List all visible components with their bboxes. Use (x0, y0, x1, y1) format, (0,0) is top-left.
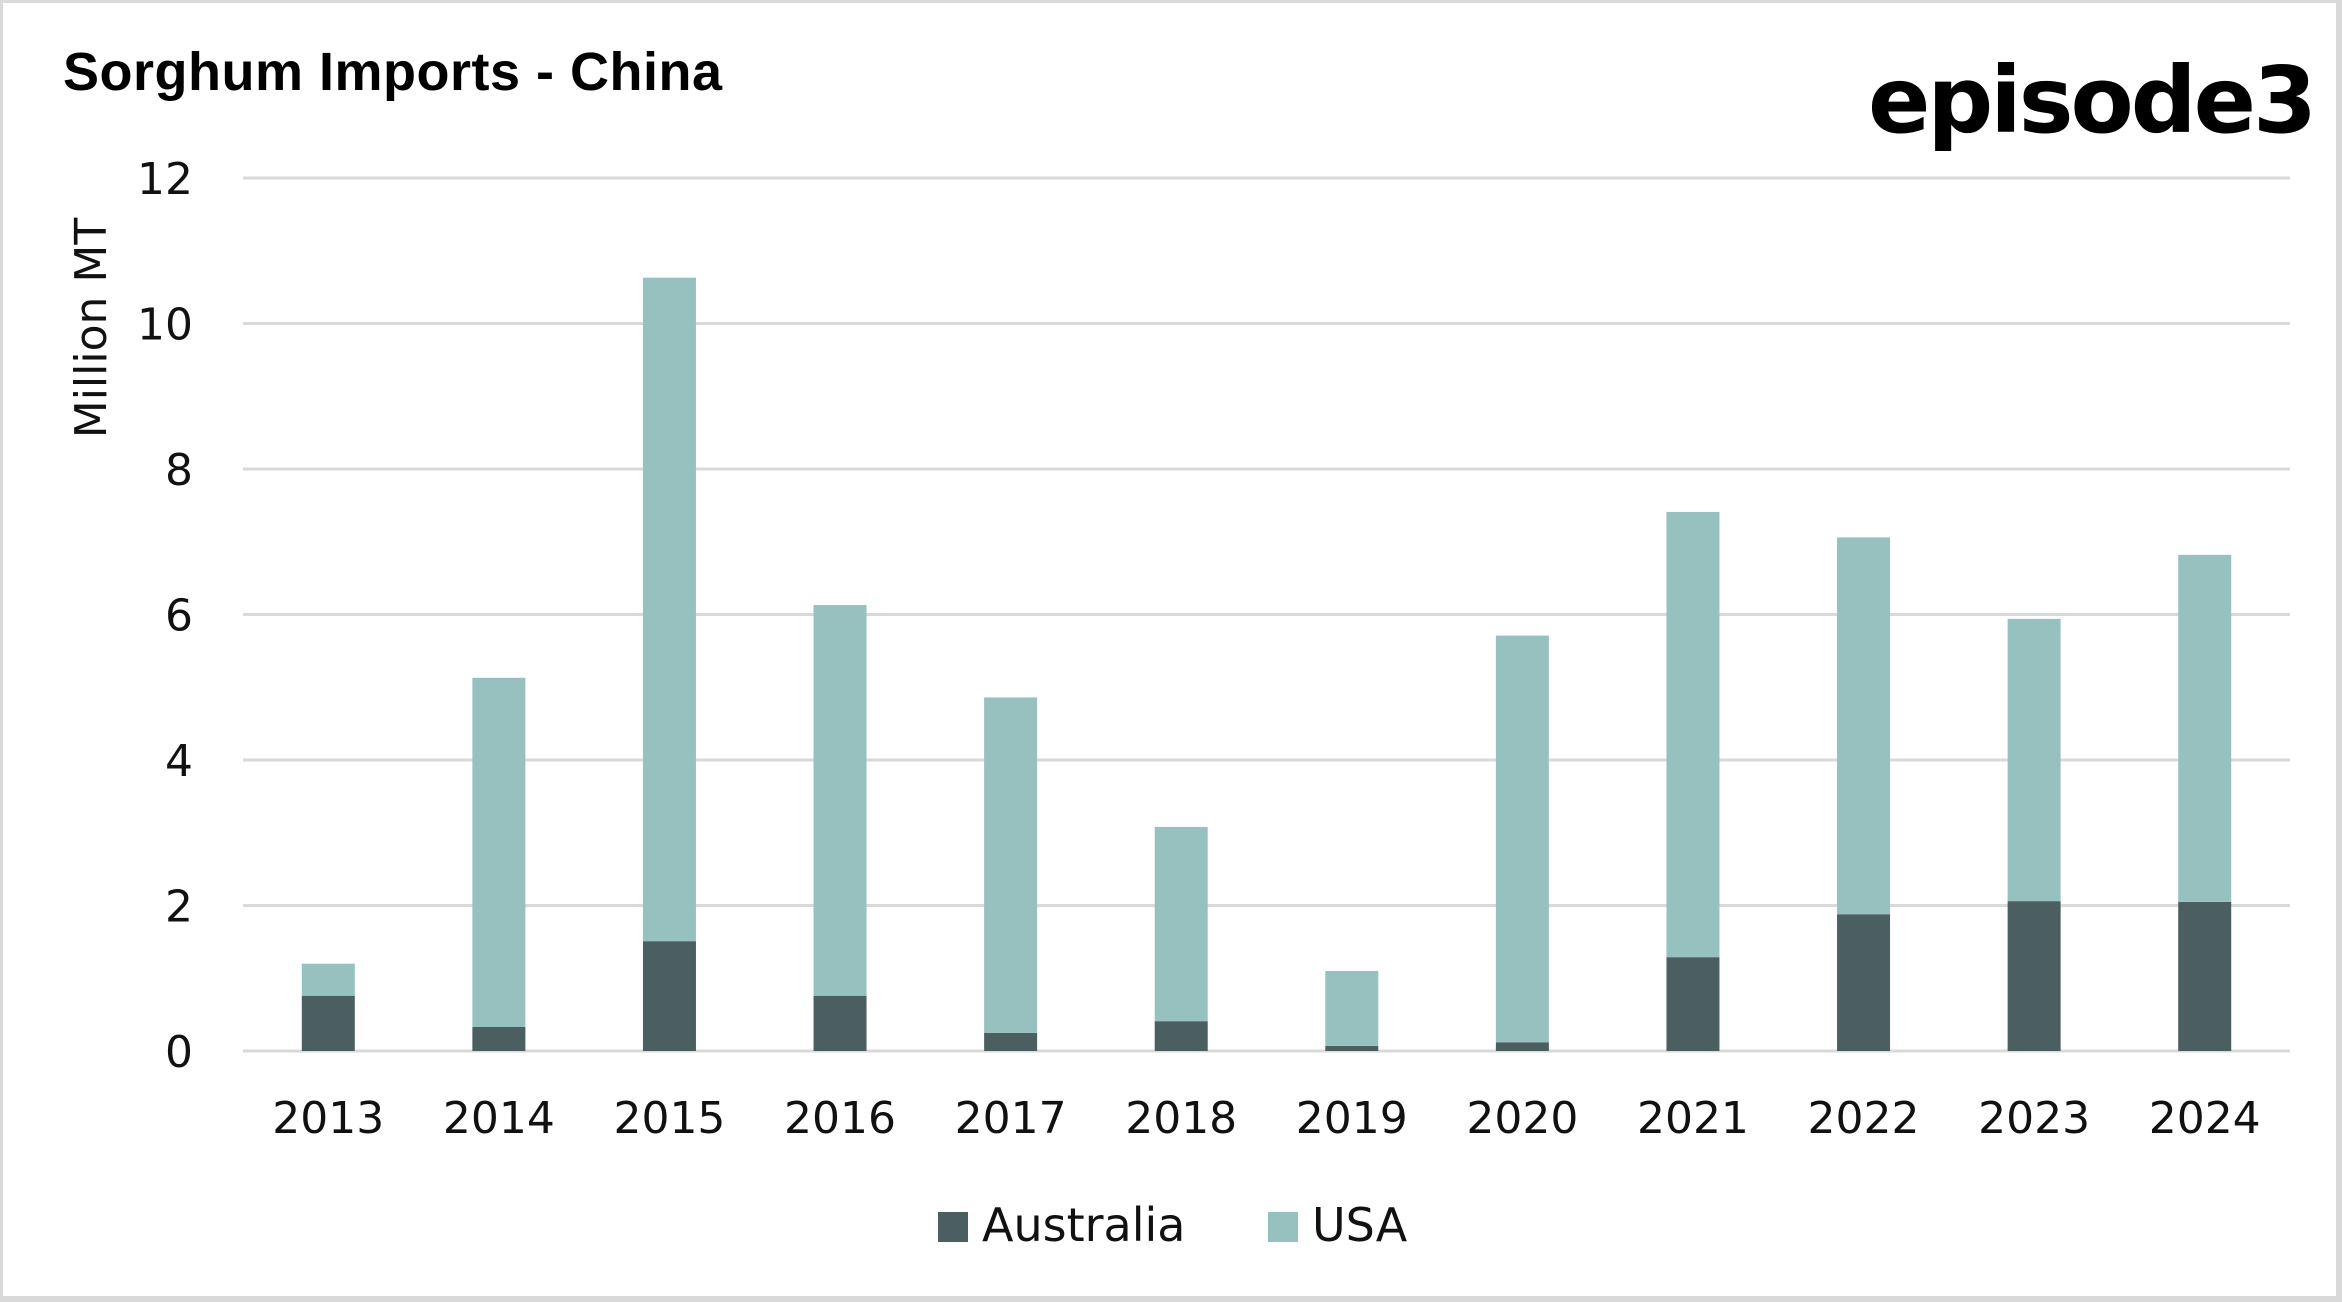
y-axis-label: Million MT (66, 218, 117, 439)
x-tick-label: 2018 (1125, 1093, 1237, 1144)
legend-label: Australia (982, 1198, 1185, 1252)
y-axis-ticks: 0 2 4 6 8 10 12 (137, 154, 193, 1078)
y-tick-label: 2 (165, 882, 193, 933)
bar-usa-2017 (984, 697, 1038, 1033)
x-tick-label: 2014 (443, 1093, 555, 1144)
y-tick-label: 4 (165, 736, 193, 787)
bars (301, 277, 2232, 1051)
bar-usa-2024 (2178, 554, 2232, 902)
bar-australia-2019 (1325, 1045, 1379, 1051)
bar-usa-2020 (1495, 635, 1549, 1043)
bar-usa-2018 (1154, 826, 1208, 1022)
legend: Australia USA (938, 1198, 1408, 1252)
bar-australia-2018 (1154, 1021, 1208, 1051)
y-tick-label: 6 (165, 591, 193, 642)
bar-usa-2019 (1325, 970, 1379, 1046)
bar-australia-2014 (472, 1026, 526, 1051)
chart-title: Sorghum Imports - China (63, 42, 723, 102)
bar-usa-2016 (813, 605, 867, 996)
y-tick-label: 12 (137, 154, 193, 205)
legend-swatch (938, 1212, 968, 1242)
bar-australia-2020 (1495, 1042, 1549, 1051)
x-tick-label: 2022 (1808, 1093, 1920, 1144)
x-axis-ticks: 2013 2014 2015 2016 2017 2018 2019 2020 2021 2022… (272, 1093, 2260, 1144)
chart-frame: Sorghum Imports - China episode3 (3, 3, 2336, 1296)
x-tick-label: 2015 (613, 1093, 725, 1144)
gridlines (243, 176, 2290, 1053)
legend-swatch (1268, 1212, 1298, 1242)
legend-label: USA (1312, 1198, 1408, 1252)
x-tick-label: 2016 (784, 1093, 896, 1144)
bar-australia-2024 (2178, 901, 2232, 1051)
bar-usa-2015 (642, 277, 696, 942)
bar-usa-2022 (1837, 537, 1891, 915)
x-tick-label: 2017 (955, 1093, 1067, 1144)
bar-australia-2023 (2007, 901, 2061, 1051)
bar-usa-2021 (1666, 511, 1720, 958)
x-tick-label: 2023 (1978, 1093, 2090, 1144)
bar-australia-2022 (1837, 914, 1891, 1051)
legend-item-usa: USA (1268, 1198, 1408, 1252)
bar-usa-2014 (472, 677, 526, 1027)
x-tick-label: 2024 (2149, 1093, 2261, 1144)
legend-item-australia: Australia (938, 1198, 1185, 1252)
bar-australia-2015 (642, 941, 696, 1051)
bar-australia-2016 (813, 995, 867, 1051)
x-tick-label: 2013 (272, 1093, 384, 1144)
y-tick-label: 0 (165, 1027, 193, 1078)
bar-australia-2013 (301, 995, 355, 1051)
bar-usa-2023 (2007, 618, 2061, 902)
x-tick-label: 2019 (1296, 1093, 1408, 1144)
bar-usa-2013 (301, 963, 355, 996)
brand-logo: episode3 (1867, 47, 2317, 154)
y-tick-label: 8 (165, 445, 193, 496)
y-tick-label: 10 (137, 300, 193, 351)
bar-australia-2017 (984, 1032, 1038, 1051)
bar-australia-2021 (1666, 957, 1720, 1051)
x-tick-label: 2020 (1466, 1093, 1578, 1144)
x-tick-label: 2021 (1637, 1093, 1749, 1144)
